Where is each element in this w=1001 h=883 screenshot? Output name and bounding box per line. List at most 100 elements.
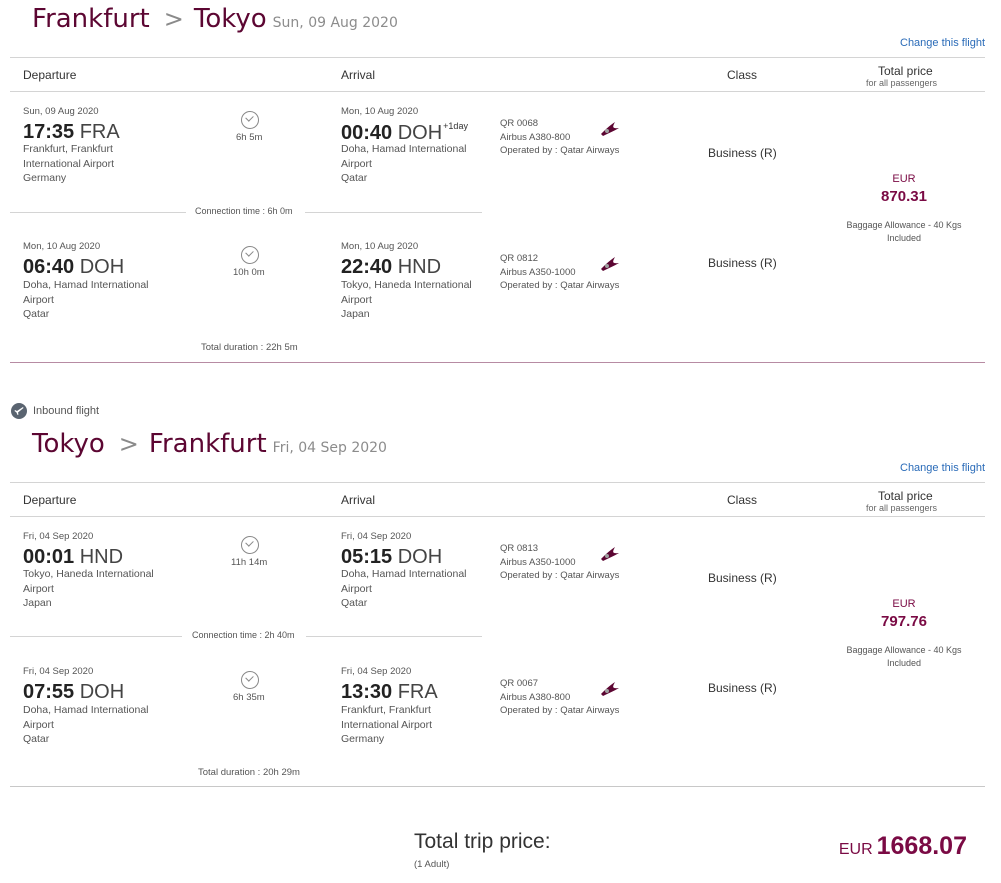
segment-duration: 6h 5m bbox=[236, 132, 263, 143]
passenger-count: (1 Adult) bbox=[414, 859, 450, 870]
col-arrival: Arrival bbox=[341, 68, 376, 82]
aircraft: Airbus A350-1000 bbox=[500, 266, 576, 278]
segment-arr-time: 05:15 DOH bbox=[341, 546, 443, 568]
operated-by: Operated by : Qatar Airways bbox=[500, 280, 620, 291]
segment-dep-country: Qatar bbox=[23, 733, 50, 745]
connection-time: Connection time : 2h 40m bbox=[10, 630, 482, 642]
outbound-date: Sun, 09 Aug 2020 bbox=[272, 15, 398, 31]
operated-by: Operated by : Qatar Airways bbox=[500, 705, 620, 716]
price-currency: EUR bbox=[892, 173, 916, 185]
outbound-origin: Frankfurt bbox=[32, 4, 150, 34]
qatar-airways-logo-icon bbox=[601, 257, 619, 271]
segment-dep-date: Fri, 04 Sep 2020 bbox=[23, 666, 94, 677]
segment-arr-place: Doha, Hamad International Airport bbox=[341, 143, 467, 170]
flight-number: QR 0067 bbox=[500, 678, 539, 689]
col-total-price: Total price bbox=[878, 489, 933, 503]
total-value: 1668.07 bbox=[876, 832, 967, 860]
clock-check-icon bbox=[241, 536, 259, 554]
segment-dep-time: 06:40 DOH bbox=[23, 256, 125, 278]
divider bbox=[10, 482, 985, 483]
segment-dep-date: Mon, 10 Aug 2020 bbox=[23, 241, 101, 252]
segment-class: Business (R) bbox=[708, 681, 777, 695]
operated-by: Operated by : Qatar Airways bbox=[500, 145, 620, 156]
clock-check-icon bbox=[241, 246, 259, 264]
clock-check-icon bbox=[241, 671, 259, 689]
price-value: 870.31 bbox=[881, 188, 927, 205]
segment-arr-country: Qatar bbox=[341, 172, 368, 184]
segment-flight-info: QR 0068 Airbus A380-800 Operated by : Qa… bbox=[500, 117, 619, 158]
divider bbox=[10, 786, 985, 787]
aircraft: Airbus A380-800 bbox=[500, 691, 571, 703]
segment-class: Business (R) bbox=[708, 146, 777, 160]
segment-dep-place: Frankfurt, Frankfurt International Airpo… bbox=[23, 143, 115, 170]
inbound-price: EUR 797.76 Baggage Allowance - 40 Kgs In… bbox=[824, 598, 984, 669]
segment-dep-time: 00:01 HND bbox=[23, 546, 124, 568]
segment-arr-date: Fri, 04 Sep 2020 bbox=[341, 666, 412, 677]
qatar-airways-logo-icon bbox=[601, 682, 619, 696]
flight-number: QR 0813 bbox=[500, 543, 539, 554]
col-total-price-sub: for all passengers bbox=[866, 78, 938, 88]
col-total-price-sub: for all passengers bbox=[866, 503, 938, 513]
aircraft: Airbus A380-800 bbox=[500, 131, 571, 143]
segment-arr-country: Qatar bbox=[341, 597, 368, 609]
divider bbox=[10, 362, 985, 363]
segment-class: Business (R) bbox=[708, 256, 777, 270]
segment-dep-place: Tokyo, Haneda International Airport bbox=[23, 568, 154, 595]
segment-dep-date: Sun, 09 Aug 2020 bbox=[23, 106, 99, 117]
price-value: 797.76 bbox=[881, 613, 927, 630]
segment-arr-date: Mon, 10 Aug 2020 bbox=[341, 106, 419, 117]
price-currency: EUR bbox=[892, 598, 916, 610]
segment-arr-country: Germany bbox=[341, 733, 385, 745]
col-departure: Departure bbox=[23, 493, 77, 507]
segment-flight-info: QR 0067 Airbus A380-800 Operated by : Qa… bbox=[500, 677, 619, 718]
inbound-origin: Tokyo bbox=[32, 429, 105, 459]
qatar-airways-logo-icon bbox=[601, 547, 619, 561]
segment-duration: 10h 0m bbox=[233, 267, 265, 278]
flight-number: QR 0812 bbox=[500, 253, 539, 264]
divider bbox=[10, 91, 985, 92]
segment-dep-place: Doha, Hamad International Airport bbox=[23, 279, 149, 306]
segment-flight-info: QR 0812 Airbus A350-1000 Operated by : Q… bbox=[500, 252, 619, 293]
flight-number: QR 0068 bbox=[500, 118, 539, 129]
inbound-destination: Frankfurt bbox=[148, 429, 267, 459]
segment-arr-time: 22:40 HND bbox=[341, 256, 442, 278]
col-arrival: Arrival bbox=[341, 493, 376, 507]
total-duration: Total duration : 20h 29m bbox=[198, 767, 300, 778]
segment-dep-place: Doha, Hamad International Airport bbox=[23, 704, 149, 731]
segment-dep-time: 17:35 FRA bbox=[23, 121, 120, 143]
segment-arr-time: 00:40 DOH+1day bbox=[341, 121, 468, 144]
operated-by: Operated by : Qatar Airways bbox=[500, 570, 620, 581]
col-class: Class bbox=[727, 68, 758, 82]
outbound-section: Frankfurt > Tokyo Sun, 09 Aug 2020 Change t… bbox=[0, 0, 1001, 370]
route-arrow-icon: > bbox=[118, 430, 139, 458]
segment-arr-country: Japan bbox=[341, 308, 370, 320]
segment-dep-country: Japan bbox=[23, 597, 52, 609]
total-trip-price-label: Total trip price: bbox=[414, 830, 551, 853]
segment-arr-date: Mon, 10 Aug 2020 bbox=[341, 241, 419, 252]
segment-arr-date: Fri, 04 Sep 2020 bbox=[341, 531, 412, 542]
outbound-price: EUR 870.31 Baggage Allowance - 40 Kgs In… bbox=[824, 173, 984, 244]
segment-dep-country: Qatar bbox=[23, 308, 50, 320]
baggage-allowance: Baggage Allowance - 40 Kgs Included bbox=[846, 220, 962, 243]
col-total-price: Total price bbox=[878, 64, 933, 78]
qatar-airways-logo-icon bbox=[601, 122, 619, 136]
total-duration: Total duration : 22h 5m bbox=[201, 342, 298, 353]
outbound-change-flight-link[interactable]: Change this flight bbox=[900, 37, 985, 49]
connection-time: Connection time : 6h 0m bbox=[10, 206, 482, 218]
col-departure: Departure bbox=[23, 68, 77, 82]
segment-dep-country: Germany bbox=[23, 172, 67, 184]
clock-check-icon bbox=[241, 111, 259, 129]
segment-arr-place: Tokyo, Haneda International Airport bbox=[341, 279, 472, 306]
baggage-allowance: Baggage Allowance - 40 Kgs Included bbox=[846, 645, 962, 668]
inbound-change-flight-link[interactable]: Change this flight bbox=[900, 462, 985, 474]
segment-duration: 11h 14m bbox=[231, 557, 268, 568]
inbound-flight-label: Inbound flight bbox=[11, 403, 99, 419]
total-trip-price: EUR 1668.07 bbox=[839, 832, 967, 861]
aircraft: Airbus A350-1000 bbox=[500, 556, 576, 568]
total-currency: EUR bbox=[838, 841, 873, 858]
segment-arr-time: 13:30 FRA bbox=[341, 681, 438, 703]
segment-class: Business (R) bbox=[708, 571, 777, 585]
segment-dep-date: Fri, 04 Sep 2020 bbox=[23, 531, 94, 542]
segment-arr-place: Frankfurt, Frankfurt International Airpo… bbox=[341, 704, 433, 731]
segment-flight-info: QR 0813 Airbus A350-1000 Operated by : Q… bbox=[500, 542, 619, 583]
